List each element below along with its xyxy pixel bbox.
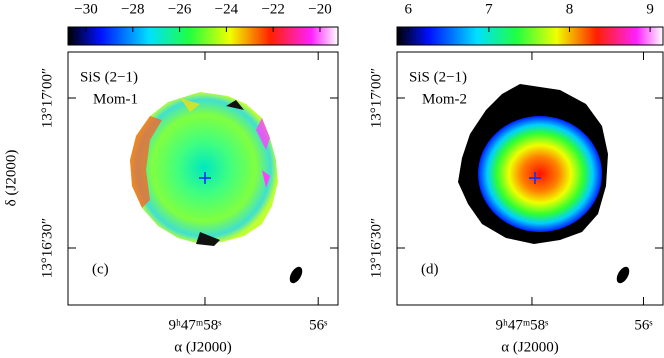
- x-tick-label: 56ˢ: [634, 317, 652, 333]
- mom2-map: [458, 84, 608, 244]
- x-tick-label: 56ˢ: [309, 317, 327, 333]
- y-tick-label: 13°17′00″: [368, 68, 384, 129]
- plot-frame: [67, 51, 339, 306]
- panel-label: SiS (2−1): [409, 69, 467, 85]
- colorbar-tick-label: −22: [261, 1, 284, 17]
- panel-label: Mom-1: [93, 91, 138, 107]
- colorbar-tick-label: −30: [74, 1, 97, 17]
- colorbar-tick-label: −24: [215, 1, 239, 17]
- colorbar-tick-label: 6: [405, 1, 413, 17]
- colorbar-tick-label: 9: [646, 1, 654, 17]
- mom1-map: [130, 92, 278, 246]
- colorbar-tick-label: −28: [121, 1, 144, 17]
- beams: [289, 266, 630, 284]
- y-tick-label: 13°17′00″: [39, 68, 55, 129]
- crosses: [199, 172, 541, 184]
- panel-label: (c): [92, 261, 109, 277]
- colorbar-tick-label: 8: [566, 1, 574, 17]
- colorbar: [396, 26, 664, 46]
- y-tick-label: 13°16′30″: [368, 218, 384, 279]
- x-axis-label: α (J2000): [501, 339, 558, 355]
- x-tick-label: 9ʰ47ᵐ58ˢ: [496, 317, 549, 333]
- panel-label: Mom-2: [422, 91, 467, 107]
- colorbar-tick-label: 7: [485, 1, 493, 17]
- x-tick-label: 9ʰ47ᵐ58ˢ: [169, 317, 222, 333]
- plot-frame: [396, 51, 664, 306]
- colorbar-tick-label: −26: [168, 1, 192, 17]
- panel-label: SiS (2−1): [80, 69, 138, 85]
- y-axis-label: δ (J2000): [3, 150, 19, 207]
- panel-label: (d): [421, 261, 439, 277]
- colorbar: [67, 26, 339, 46]
- colorbar-tick-label: −20: [308, 1, 331, 17]
- y-tick-label: 13°16′30″: [39, 218, 55, 279]
- x-axis-label: α (J2000): [174, 339, 231, 355]
